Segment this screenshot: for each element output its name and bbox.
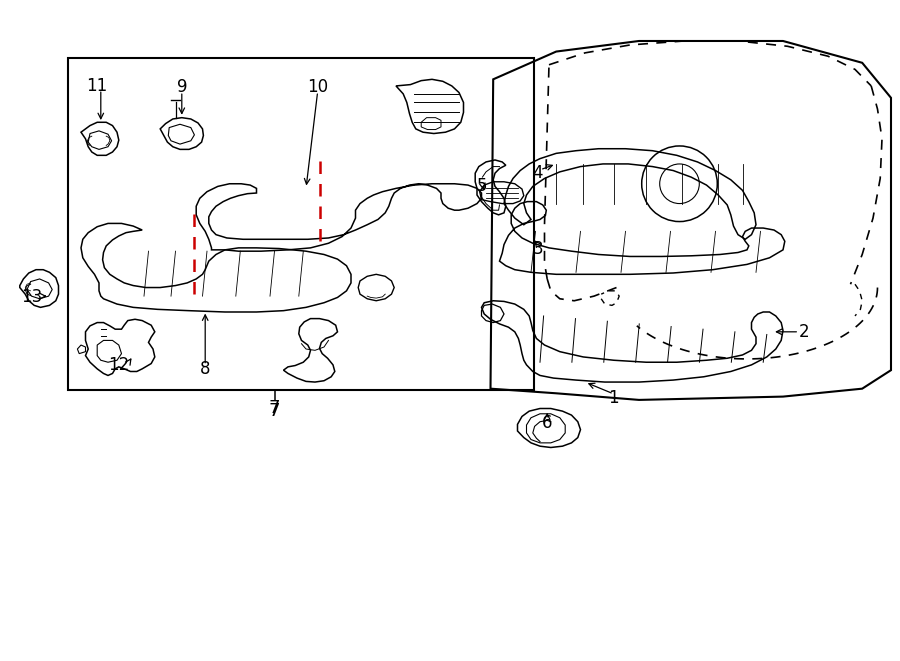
- Text: 8: 8: [200, 360, 211, 378]
- Text: 10: 10: [307, 78, 328, 97]
- Bar: [68, 58, 534, 390]
- Text: 9: 9: [176, 78, 187, 97]
- Text: 11: 11: [86, 77, 108, 95]
- Text: 2: 2: [798, 323, 809, 341]
- Text: 4: 4: [532, 164, 543, 182]
- Text: 1: 1: [608, 389, 619, 407]
- Text: 5: 5: [476, 177, 487, 196]
- Text: 6: 6: [542, 414, 553, 432]
- Text: 7: 7: [269, 399, 280, 418]
- Text: 3: 3: [533, 240, 544, 258]
- Text: 7: 7: [269, 402, 280, 420]
- Text: 13: 13: [21, 288, 42, 307]
- Text: 12: 12: [108, 356, 130, 374]
